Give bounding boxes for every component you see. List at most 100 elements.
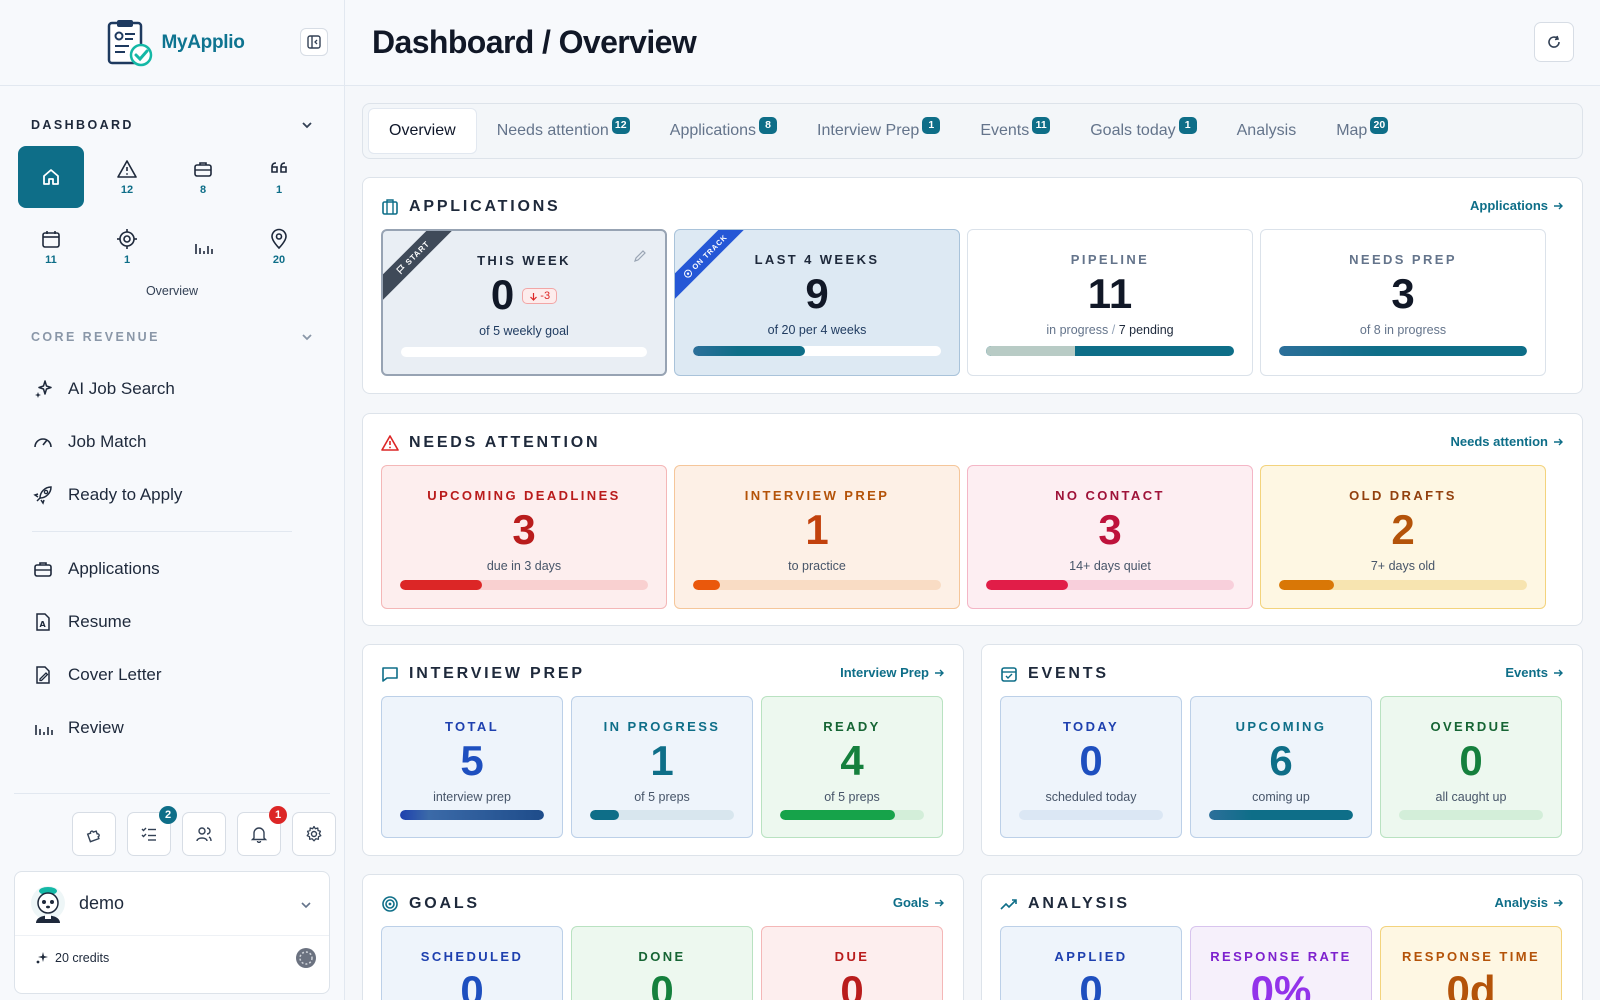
tab-map[interactable]: Map 20 [1316,108,1408,154]
grid-nav-interview-prep[interactable]: 1 [246,146,312,208]
card-value: 2 [1391,506,1415,553]
sidebar-item-ai-job-search[interactable]: AI Job Search [0,362,344,415]
grid-nav-analysis[interactable] [170,216,236,278]
tab-analysis[interactable]: Analysis [1217,108,1317,154]
card-value: 1 [650,737,674,784]
card-subtitle-separator: / [1111,323,1116,337]
total-card[interactable]: TOTAL 5 interview prep [381,696,563,838]
analysis-panel: ANALYSIS Analysis APPLIED 0 RESPONSE RAT… [981,874,1583,1000]
panel-link-label: Events [1505,665,1548,680]
progress-bar [693,580,941,590]
response-rate-card[interactable]: RESPONSE RATE 0% [1190,926,1372,1000]
panel-title: NEEDS ATTENTION [409,434,601,451]
credits-label: 20 credits [55,951,110,965]
grid-nav-map[interactable]: 20 [246,216,312,278]
tasks-button[interactable]: 2 [127,806,177,856]
card-title: READY [823,719,881,734]
grid-nav-goals[interactable]: 1 [94,216,160,278]
progress-bar [400,580,648,590]
ready-card[interactable]: READY 4 of 5 preps [761,696,943,838]
progress-bar [780,810,924,820]
progress-fill [400,810,544,820]
tab-interview-prep[interactable]: Interview Prep 1 [797,108,960,154]
grid-nav-count: 12 [120,184,134,196]
tab-label: Overview [389,122,456,139]
pencil-icon[interactable] [633,249,647,263]
brand-logo[interactable]: MyApplio [105,19,245,67]
arrow-right-icon [935,669,944,676]
topbar: Dashboard / Overview [345,0,1600,86]
gauge-icon [34,437,52,447]
needs-attention-link[interactable]: Needs attention [1450,434,1564,449]
grid-nav-needs-attention[interactable]: 12 [94,146,160,208]
today-card[interactable]: TODAY 0 scheduled today [1000,696,1182,838]
settings-button[interactable] [292,812,336,856]
panel-link-label: Applications [1469,198,1548,213]
panel-title: ANALYSIS [1028,895,1130,912]
applied-card[interactable]: APPLIED 0 [1000,926,1182,1000]
user-card[interactable]: demo 20 credits [14,871,330,994]
upcoming-card[interactable]: UPCOMING 6 coming up [1190,696,1372,838]
applications-panel: APPLICATIONS Applications START THIS WEE… [362,177,1583,394]
due-card[interactable]: DUE 0 [761,926,943,1000]
applications-link[interactable]: Applications [1470,198,1564,213]
tab-goals-today[interactable]: Goals today 1 [1070,108,1216,154]
dashboard-section-header[interactable]: DASHBOARD [0,118,344,132]
grid-nav-count: 8 [199,184,207,196]
done-card[interactable]: DONE 0 [571,926,753,1000]
analysis-link[interactable]: Analysis [1495,895,1564,910]
sidebar-item-cover-letter[interactable]: Cover Letter [0,648,344,701]
grid-nav-applications[interactable]: 8 [170,146,236,208]
last-4-weeks-card[interactable]: ON TRACK LAST 4 WEEKS 9 of 20 per 4 week… [674,229,960,376]
scheduled-card[interactable]: SCHEDULED 0 [381,926,563,1000]
tab-applications[interactable]: Applications 8 [650,108,797,154]
response-time-card[interactable]: RESPONSE TIME 0d [1380,926,1562,1000]
integrations-button[interactable] [72,812,116,856]
refresh-button[interactable] [1534,22,1574,62]
sidebar-item-review[interactable]: Review [0,701,344,754]
tab-overview[interactable]: Overview [368,108,477,154]
arrow-right-icon [1554,899,1563,906]
progress-fill [693,580,721,590]
events-link[interactable]: Events [1505,665,1564,680]
sidebar-item-resume[interactable]: A Resume [0,595,344,648]
core-revenue-section-header[interactable]: CORE REVENUE [0,330,344,344]
progress-bar [1399,810,1543,820]
interview-prep-attention-card[interactable]: INTERVIEW PREP 1 to practice [674,465,960,609]
card-value: 0 [1079,967,1103,1000]
upcoming-deadlines-card[interactable]: UPCOMING DEADLINES 3 due in 3 days [381,465,667,609]
card-subtitle: to practice [788,559,846,573]
tab-needs-attention[interactable]: Needs attention 12 [477,108,650,154]
sidebar-item-applications[interactable]: Applications [0,542,344,595]
pipeline-card[interactable]: PIPELINE 11 in progress / 7 pending [967,229,1253,376]
notifications-button[interactable]: 1 [237,806,287,856]
goals-link[interactable]: Goals [893,895,945,910]
needs-prep-card[interactable]: NEEDS PREP 3 of 8 in progress [1260,229,1546,376]
old-drafts-card[interactable]: OLD DRAFTS 2 7+ days old [1260,465,1546,609]
target-icon [382,896,398,912]
in-progress-card[interactable]: IN PROGRESS 1 of 5 preps [571,696,753,838]
collapse-sidebar-button[interactable] [300,28,328,56]
card-subtitle: of 20 per 4 weeks [767,323,867,337]
grid-nav-count: 11 [45,254,57,266]
tab-badge: 12 [611,116,630,134]
main-content: Dashboard / Overview Overview Needs atte… [345,0,1600,1000]
sidebar-item-job-match[interactable]: Job Match [0,415,344,468]
sidebar-item-ready-to-apply[interactable]: Ready to Apply [0,468,344,521]
card-value: 0 [650,967,674,1000]
card-title: OLD DRAFTS [1349,488,1457,503]
card-title: NO CONTACT [1055,488,1165,503]
progress-fill [1279,580,1334,590]
credits-row[interactable]: 20 credits [15,936,329,980]
this-week-card[interactable]: START THIS WEEK 0 -3 of 5 weekly goal [381,229,667,376]
card-subtitle: of 5 preps [824,790,880,804]
grid-nav-overview[interactable] [18,146,84,208]
interview-prep-link[interactable]: Interview Prep [840,665,945,680]
chevron-down-icon [302,334,312,341]
grid-nav-events[interactable]: 11 [18,216,84,278]
no-contact-card[interactable]: NO CONTACT 3 14+ days quiet [967,465,1253,609]
overdue-card[interactable]: OVERDUE 0 all caught up [1380,696,1562,838]
contacts-button[interactable] [182,812,226,856]
user-menu[interactable]: demo [15,872,329,936]
tab-events[interactable]: Events 11 [960,108,1070,154]
